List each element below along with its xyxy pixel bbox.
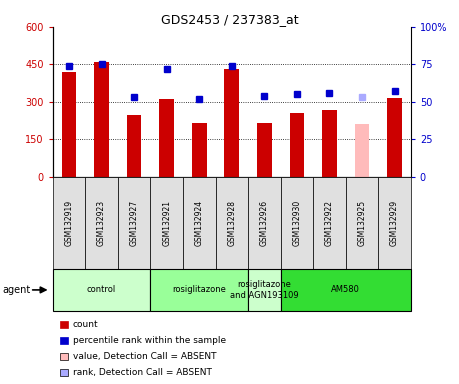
Text: percentile rank within the sample: percentile rank within the sample (73, 336, 226, 345)
Bar (62, 72, 76, 177)
Bar (257, 123, 272, 177)
Bar (322, 111, 337, 177)
Text: GDS2453 / 237383_at: GDS2453 / 237383_at (161, 13, 298, 26)
Bar (224, 70, 239, 177)
Bar (313, 177, 346, 269)
Text: count: count (73, 320, 98, 329)
Bar (53, 269, 151, 311)
Text: AM580: AM580 (331, 285, 360, 295)
Bar (159, 99, 174, 177)
Bar (151, 177, 183, 269)
Bar (118, 177, 151, 269)
Bar (85, 177, 118, 269)
Text: GSM132929: GSM132929 (390, 200, 399, 246)
Text: GSM132926: GSM132926 (260, 200, 269, 246)
Bar (216, 177, 248, 269)
Bar (346, 177, 378, 269)
Text: value, Detection Call = ABSENT: value, Detection Call = ABSENT (73, 352, 216, 361)
Bar (290, 113, 304, 177)
Bar (53, 177, 85, 269)
Bar (280, 177, 313, 269)
Bar (387, 98, 402, 177)
Text: agent: agent (2, 285, 31, 295)
Bar (183, 177, 216, 269)
Bar (151, 269, 248, 311)
Bar (127, 116, 141, 177)
Text: GSM132921: GSM132921 (162, 200, 171, 246)
Bar (94, 62, 109, 177)
Text: GSM132927: GSM132927 (129, 200, 139, 246)
Bar (248, 177, 280, 269)
Text: rosiglitazone
and AGN193109: rosiglitazone and AGN193109 (230, 280, 299, 300)
Bar (248, 269, 280, 311)
Bar (378, 177, 411, 269)
Text: GSM132930: GSM132930 (292, 200, 302, 246)
Text: GSM132925: GSM132925 (358, 200, 366, 246)
Text: GSM132919: GSM132919 (65, 200, 73, 246)
Bar (280, 269, 411, 311)
Text: GSM132928: GSM132928 (227, 200, 236, 246)
Text: GSM132924: GSM132924 (195, 200, 204, 246)
Bar (355, 124, 369, 177)
Text: control: control (87, 285, 116, 295)
Text: rosiglitazone: rosiglitazone (172, 285, 226, 295)
Bar (192, 123, 207, 177)
Text: GSM132922: GSM132922 (325, 200, 334, 246)
Text: GSM132923: GSM132923 (97, 200, 106, 246)
Text: rank, Detection Call = ABSENT: rank, Detection Call = ABSENT (73, 368, 212, 377)
